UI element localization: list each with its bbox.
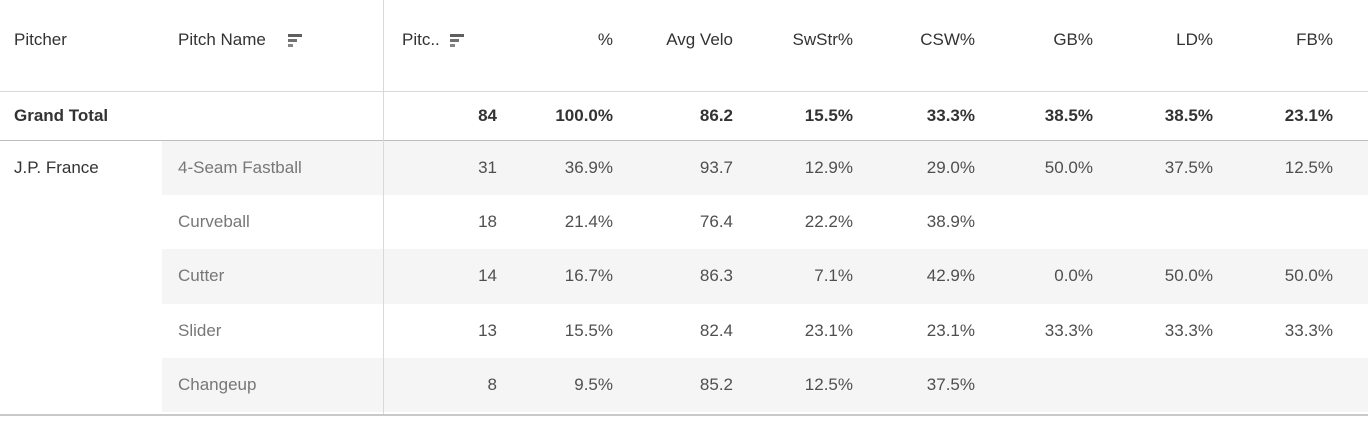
row-filler — [1333, 92, 1368, 140]
row-filler — [1333, 357, 1368, 412]
pitches-cell[interactable]: 8 — [383, 357, 497, 412]
pitch-name-cell[interactable]: 4-Seam Fastball — [162, 141, 383, 196]
pitch-name-cell[interactable]: Curveball — [178, 212, 250, 232]
table-body: J.P. France 4-Seam Fastball 31 36.9% 93.… — [0, 141, 1368, 412]
column-header-avg-velo[interactable]: Avg Velo — [613, 24, 733, 56]
ld-cell[interactable] — [1093, 195, 1213, 249]
pitcher-cell[interactable] — [0, 358, 162, 412]
column-header-pitches-label: Pitc.. — [402, 30, 440, 49]
table-bottom-border — [0, 414, 1368, 416]
pct-cell[interactable]: 15.5% — [564, 320, 613, 340]
pitch-name-cell[interactable]: Changeup — [162, 357, 383, 412]
pitcher-cell[interactable]: J.P. France — [14, 158, 99, 178]
swstr-cell[interactable]: 7.1% — [733, 249, 853, 304]
row-filler — [1333, 141, 1368, 196]
grand-total-pct[interactable]: 100.0% — [555, 106, 613, 125]
column-header-ld[interactable]: LD% — [1093, 24, 1213, 56]
table-row: Curveball 18 21.4% 76.4 22.2% 38.9% — [0, 195, 1368, 249]
swstr-cell[interactable]: 12.5% — [733, 357, 853, 412]
swstr-cell[interactable]: 22.2% — [804, 212, 853, 232]
column-header-swstr[interactable]: SwStr% — [733, 24, 853, 56]
column-header-row: Pitcher Pitch Name Pitc.. % Avg Velo SwS… — [0, 0, 1368, 92]
grand-total-avg-velo[interactable]: 86.2 — [699, 106, 733, 125]
column-header-csw-label: CSW% — [920, 30, 975, 49]
column-header-gb[interactable]: GB% — [975, 24, 1093, 56]
fb-cell[interactable] — [1213, 357, 1333, 412]
pitches-cell[interactable]: 13 — [478, 320, 497, 340]
pitcher-cell[interactable] — [0, 249, 162, 303]
column-header-avg-velo-label: Avg Velo — [666, 30, 733, 49]
sort-descending-icon[interactable] — [449, 33, 464, 47]
grand-total-swstr[interactable]: 15.5% — [804, 106, 853, 125]
column-header-ld-label: LD% — [1176, 30, 1213, 49]
fb-cell[interactable]: 12.5% — [1213, 141, 1333, 196]
ld-cell[interactable]: 50.0% — [1093, 249, 1213, 304]
avg-velo-cell[interactable]: 82.4 — [699, 320, 733, 340]
csw-cell[interactable]: 42.9% — [853, 249, 975, 304]
ld-cell[interactable]: 37.5% — [1093, 141, 1213, 196]
avg-velo-cell[interactable]: 85.2 — [613, 357, 733, 412]
column-header-pitches[interactable]: Pitc.. — [383, 24, 497, 56]
pct-cell[interactable]: 36.9% — [497, 141, 613, 196]
header-pane-divider — [383, 0, 384, 414]
column-header-fb-label: FB% — [1296, 30, 1333, 49]
gb-cell[interactable] — [975, 357, 1093, 412]
table-row: Cutter 14 16.7% 86.3 7.1% 42.9% 0.0% 50.… — [0, 249, 1368, 304]
grand-total-row: Grand Total 84 100.0% 86.2 15.5% 33.3% 3… — [0, 92, 1368, 141]
column-header-pitcher-label: Pitcher — [14, 30, 67, 49]
csw-cell[interactable]: 38.9% — [926, 212, 975, 232]
fb-cell[interactable] — [1213, 195, 1333, 249]
grand-total-label[interactable]: Grand Total — [14, 106, 109, 125]
header-filler — [1333, 24, 1368, 56]
pitch-name-cell[interactable]: Slider — [178, 320, 222, 340]
column-header-csw[interactable]: CSW% — [853, 24, 975, 56]
column-header-fb[interactable]: FB% — [1213, 24, 1333, 56]
column-header-gb-label: GB% — [1053, 30, 1093, 49]
avg-velo-cell[interactable]: 76.4 — [699, 212, 733, 232]
table-row: J.P. France 4-Seam Fastball 31 36.9% 93.… — [0, 141, 1368, 196]
grand-total-ld[interactable]: 38.5% — [1164, 106, 1213, 125]
column-header-swstr-label: SwStr% — [792, 30, 853, 49]
avg-velo-cell[interactable]: 93.7 — [613, 141, 733, 196]
grand-total-pitches[interactable]: 84 — [478, 106, 497, 125]
avg-velo-cell[interactable]: 86.3 — [613, 249, 733, 304]
column-header-pitch-name-label: Pitch Name — [178, 30, 266, 49]
pitches-cell[interactable]: 31 — [383, 141, 497, 196]
fb-cell[interactable]: 33.3% — [1284, 320, 1333, 340]
swstr-cell[interactable]: 23.1% — [804, 320, 853, 340]
sort-descending-icon[interactable] — [287, 33, 302, 47]
table-row: Changeup 8 9.5% 85.2 12.5% 37.5% — [0, 357, 1368, 412]
row-filler — [1333, 249, 1368, 304]
csw-cell[interactable]: 37.5% — [853, 357, 975, 412]
pitcher-cell[interactable] — [0, 195, 162, 249]
csw-cell[interactable]: 23.1% — [926, 320, 975, 340]
pct-cell[interactable]: 21.4% — [564, 212, 613, 232]
ld-cell[interactable]: 33.3% — [1164, 320, 1213, 340]
csw-cell[interactable]: 29.0% — [853, 141, 975, 196]
pct-cell[interactable]: 16.7% — [497, 249, 613, 304]
pct-cell[interactable]: 9.5% — [497, 357, 613, 412]
gb-cell[interactable] — [975, 195, 1093, 249]
row-filler — [1333, 304, 1368, 358]
ld-cell[interactable] — [1093, 357, 1213, 412]
gb-cell[interactable]: 50.0% — [975, 141, 1093, 196]
grand-total-fb[interactable]: 23.1% — [1284, 106, 1333, 125]
grand-total-csw[interactable]: 33.3% — [926, 106, 975, 125]
row-filler — [1333, 195, 1368, 249]
column-header-pct-label: % — [597, 30, 613, 49]
grand-total-gb[interactable]: 38.5% — [1044, 106, 1093, 125]
pitches-cell[interactable]: 14 — [383, 249, 497, 304]
swstr-cell[interactable]: 12.9% — [733, 141, 853, 196]
pitch-name-cell[interactable]: Cutter — [162, 249, 383, 304]
column-header-pitch-name[interactable]: Pitch Name — [162, 24, 383, 56]
column-header-pitcher[interactable]: Pitcher — [0, 24, 162, 56]
fb-cell[interactable]: 50.0% — [1213, 249, 1333, 304]
gb-cell[interactable]: 33.3% — [1044, 320, 1093, 340]
pitches-cell[interactable]: 18 — [478, 212, 497, 232]
table-row: Slider 13 15.5% 82.4 23.1% 23.1% 33.3% 3… — [0, 304, 1368, 358]
gb-cell[interactable]: 0.0% — [975, 249, 1093, 304]
column-header-pct[interactable]: % — [497, 24, 613, 56]
pitcher-cell[interactable] — [0, 304, 162, 358]
